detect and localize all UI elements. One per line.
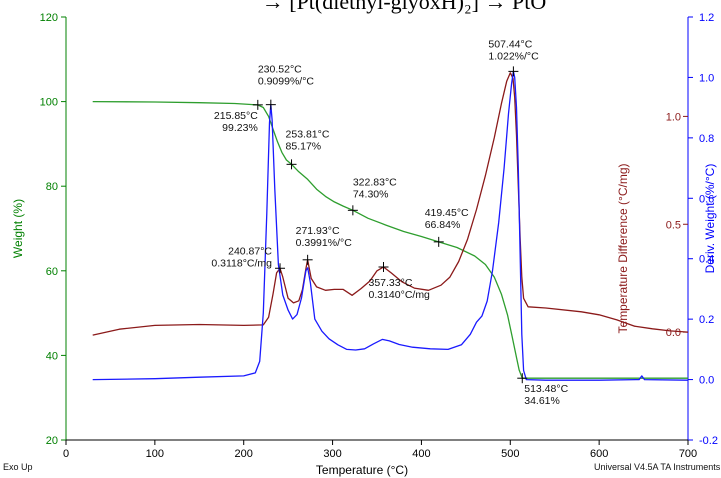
y-left-tick-label: 20 [46,435,58,447]
y-left-tick-label: 80 [46,181,58,193]
y-right-tick-label: 0.2 [699,314,714,326]
annotation-label: 66.84% [425,219,461,231]
annotation: 230.52°C0.9099%/°C [258,64,315,110]
annotation-label: 507.44°C [488,38,532,50]
y-right-tick-label: 0.4 [699,254,714,266]
annotation: 507.44°C1.022%/°C [488,38,539,77]
annotation-label: 74.30% [353,188,389,200]
x-axis-label: Temperature (°C) [316,463,408,477]
annotation-label: 240.87°C [228,245,272,257]
annotation-label: 99.23% [222,122,258,134]
annotation: 419.45°C66.84% [425,207,469,247]
annotation-label: 0.3991%/°C [296,237,353,249]
series-deriv-weight-line [92,70,689,381]
x-tick-label: 600 [590,448,608,460]
x-tick-label: 700 [679,448,697,460]
y-right-tick-label: 0.8 [699,133,714,145]
annotation: 322.83°C74.30% [347,176,397,216]
x-tick-label: 200 [235,448,253,460]
annotation-label: 513.48°C [524,383,568,395]
x-tick-label: 0 [63,448,69,460]
annotation: 271.93°C0.3991%/°C [296,225,353,265]
series-temperature-difference-line [92,72,689,336]
annotation: 357.33°C0.3140°C/mg [369,261,431,301]
y-right-axis-label: Deriv. Weight (%/°C) [703,164,717,274]
annotation: 240.87°C0.3118°C/mg [211,245,286,274]
y-left-axis-label: Weight (%) [11,199,25,258]
y-inner-tick-label: 1.0 [666,111,681,123]
annotation: 215.85°C99.23% [214,99,263,134]
annotation-label: 215.85°C [214,110,258,122]
y-left-tick-label: 60 [46,266,58,278]
x-tick-label: 300 [323,448,341,460]
y-left-tick-label: 100 [40,97,58,109]
x-tick-label: 100 [146,448,164,460]
annotation-label: 0.3140°C/mg [369,289,431,301]
y-right-tick-label: 1.2 [699,12,714,24]
annotation: 253.81°C85.17% [286,128,330,170]
y-right-tick-label: 0.0 [699,375,714,387]
y-inner-tick-label: 0.5 [666,219,681,231]
annotation-label: 34.61% [524,395,560,407]
annotation-label: 1.022%/°C [488,50,539,62]
y-left-tick-label: 40 [46,350,58,362]
x-tick-label: 500 [501,448,519,460]
annotation-label: 230.52°C [258,64,302,76]
annotation: 513.48°C34.61% [517,373,569,407]
axes: 20 40 60 80 100 120 Weight (%) -0.2 0.0 0.2 0.4 0.6… [11,12,718,477]
y-left-tick-label: 120 [40,12,58,24]
annotation-label: 357.33°C [369,277,413,289]
annotation-label: 0.3118°C/mg [211,257,272,269]
annotation-label: 419.45°C [425,207,469,219]
footer-exo-up: Exo Up [3,462,33,472]
y-inner-tick-label: 0.0 [666,327,681,339]
annotation-label: 85.17% [286,140,322,152]
annotations-layer: 215.85°C99.23%230.52°C0.9099%/°C253.81°C… [211,38,568,407]
annotation-label: 253.81°C [286,128,330,140]
annotation-label: 322.83°C [353,176,397,188]
y-right-tick-label: 0.6 [699,193,714,205]
y-right-tick-label: 1.0 [699,72,714,84]
y-inner-axis-label: Temperature Difference (°C/mg) [616,164,630,334]
y-right-tick-label: -0.2 [699,435,718,447]
footer-instrument: Universal V4.5A TA Instruments [594,462,721,472]
x-tick-label: 400 [412,448,430,460]
annotation-label: 0.9099%/°C [258,76,315,88]
chart-title-partial: → [Pt(diethyl-glyoxH)₂] → PtO [262,0,547,14]
annotation-label: 271.93°C [296,225,340,237]
